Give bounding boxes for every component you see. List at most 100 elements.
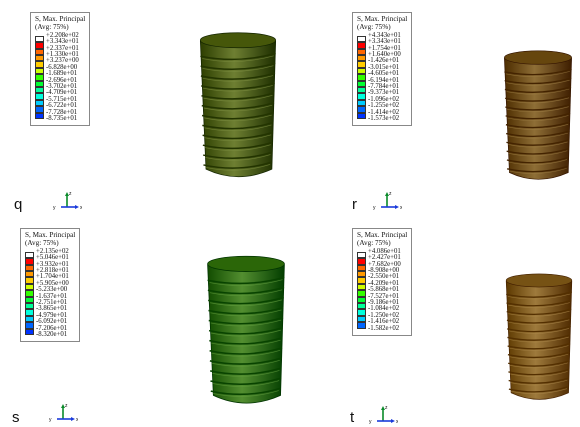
implant-thread xyxy=(202,131,274,140)
legend-scale: +2.135e+02 +5.046e+01 +3.932e+01 +2.818e+01… xyxy=(25,248,75,338)
triad-axis xyxy=(385,192,389,196)
legend-swatches xyxy=(25,251,34,338)
implant-thread xyxy=(207,286,285,295)
triad-label-x: x xyxy=(80,205,82,211)
implant-thread xyxy=(203,161,273,169)
legend-swatch xyxy=(357,42,366,49)
axis-triad-icon: z y x xyxy=(53,191,82,211)
legend-swatch xyxy=(25,296,34,303)
implant-thread xyxy=(506,156,569,164)
implant-thread-highlight xyxy=(211,339,281,347)
implant-thread xyxy=(209,337,283,345)
legend-value: +1.330e+01 xyxy=(46,50,79,58)
legend-values: +4.086e+01 +2.427e+01 +7.682e+00 -8.908e+00… xyxy=(368,248,401,332)
legend-swatch xyxy=(357,99,366,107)
implant-thread-highlight xyxy=(507,132,568,139)
legend-swatch xyxy=(357,74,366,81)
stress-legend-t: S, Max. Principal (Avg: 75%) +4.086e+01 +… xyxy=(352,228,413,336)
legend-swatch xyxy=(357,309,366,316)
legend-value: +2.818e+01 xyxy=(36,266,69,274)
triad-axis xyxy=(71,417,75,421)
legend-value: -1.573e+02 xyxy=(368,114,400,122)
implant-thread-highlight xyxy=(510,379,568,386)
legend-value: -5.715e+01 xyxy=(46,95,78,103)
legend-swatch xyxy=(35,99,44,107)
legend-value: +1.704e+01 xyxy=(36,273,69,281)
legend-swatches xyxy=(357,251,366,332)
implant-thread xyxy=(505,95,571,102)
implant-thread-highlight xyxy=(510,388,568,394)
legend-value: +2.208e+02 xyxy=(46,31,79,39)
legend-swatch xyxy=(35,54,44,62)
legend-values: +4.343e+01 +3.343e+01 +1.754e+01 +1.640e+00… xyxy=(368,32,401,122)
legend-swatch xyxy=(357,48,366,55)
implant-thread-highlight xyxy=(508,319,570,326)
axis-triad-icon: z y x xyxy=(49,403,78,423)
legend-title: S, Max. Principal xyxy=(25,231,76,239)
legend-value: +2.337e+01 xyxy=(46,44,79,52)
legend-value: -4.209e+01 xyxy=(368,279,400,287)
implant-thread xyxy=(508,377,570,384)
legend-value: -1.416e+02 xyxy=(368,318,400,326)
triad-axis xyxy=(61,404,65,408)
legend-value: -6.092e+01 xyxy=(36,318,68,326)
implant-thread xyxy=(506,148,570,155)
legend-swatch xyxy=(357,322,366,329)
legend-swatch xyxy=(35,35,44,43)
stress-legend-r: S, Max. Principal (Avg: 75%) +4.343e+01 +… xyxy=(352,12,413,127)
legend-swatch xyxy=(25,328,34,335)
legend-swatch xyxy=(25,270,34,278)
implant-thread-highlight xyxy=(506,71,570,77)
triad-label-z: z xyxy=(385,405,388,411)
implant-thread-highlight xyxy=(507,106,569,113)
legend-swatch xyxy=(357,290,366,297)
legend-value: +3.343e+01 xyxy=(46,38,79,46)
legend-swatch xyxy=(357,80,366,87)
implant-thread-highlight xyxy=(506,79,570,86)
legend-value: -1.637e+01 xyxy=(36,292,68,300)
legend-swatch xyxy=(357,270,366,278)
legend-title: S, Max. Principal xyxy=(357,231,408,239)
implant-thread-highlight xyxy=(507,293,571,300)
stress-legend-q: S, Max. Principal (Avg: 75%) +2.208e+02 +… xyxy=(30,12,91,127)
implant-thread-highlight xyxy=(506,97,570,104)
triad-axis xyxy=(75,205,79,209)
legend-swatch xyxy=(357,258,366,265)
triad-label-y: y xyxy=(373,205,376,211)
implant-thread xyxy=(200,62,276,71)
implant-thread-highlight xyxy=(203,85,273,92)
implant-thread-highlight xyxy=(211,360,280,367)
legend-swatch xyxy=(357,277,366,284)
implant-thread xyxy=(506,299,572,307)
legend-value: -1.426e+01 xyxy=(368,57,400,65)
legend-value: -5.233e+00 xyxy=(36,286,68,294)
triad-label-z: z xyxy=(69,191,72,197)
legend-swatch xyxy=(35,74,44,81)
legend-swatch xyxy=(35,93,44,100)
legend-swatch xyxy=(357,283,366,291)
legend-value: -4.709e+01 xyxy=(46,89,78,97)
legend-values: +2.135e+02 +5.046e+01 +3.932e+01 +2.818e+01… xyxy=(36,248,69,338)
legend-value: -1.084e+02 xyxy=(368,305,400,313)
panel-q: S, Max. Principal (Avg: 75%) +2.208e+02 +… xyxy=(0,0,290,213)
legend-swatch xyxy=(25,264,34,271)
implant-thread xyxy=(201,102,275,110)
legend-value: -7.206e+01 xyxy=(36,324,68,332)
legend-value: -1.250e+02 xyxy=(368,311,400,319)
implant-thread-highlight xyxy=(204,134,272,141)
legend-swatch xyxy=(357,54,366,62)
triad-axis xyxy=(381,406,385,410)
triad-label-y: y xyxy=(49,417,52,423)
implant-thread xyxy=(507,351,570,359)
stress-legend-s: S, Max. Principal (Avg: 75%) +2.135e+02 +… xyxy=(20,228,81,343)
legend-scale: +4.086e+01 +2.427e+01 +7.682e+00 -8.908e+00… xyxy=(357,248,407,332)
implant-thread-highlight xyxy=(210,319,282,327)
legend-scale: +2.208e+02 +3.343e+01 +2.337e+01 +1.330e+01… xyxy=(35,31,85,122)
implant-thread-highlight xyxy=(508,302,570,308)
implant-thread xyxy=(505,103,571,111)
implant-thread xyxy=(506,308,572,316)
legend-value: -8.735e+01 xyxy=(46,114,78,122)
legend-value: -9.186e+01 xyxy=(368,298,400,306)
implant-thread-highlight xyxy=(509,353,569,360)
legend-value: +3.237e+00 xyxy=(46,57,79,65)
